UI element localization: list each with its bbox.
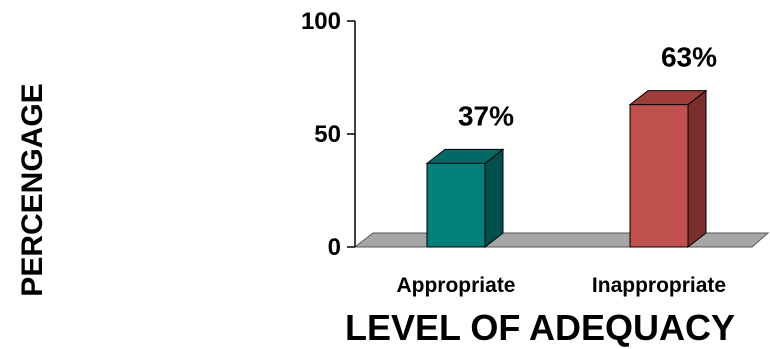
category-label: Appropriate bbox=[396, 274, 515, 297]
data-label: 63% bbox=[661, 42, 717, 73]
bar-appropriate bbox=[425, 148, 505, 249]
y-tick-label: 0 bbox=[328, 234, 341, 261]
y-ticks: 0 50 100 bbox=[301, 8, 355, 261]
y-axis-title: PERCENGAGE bbox=[16, 83, 49, 296]
bar-front-face bbox=[426, 162, 486, 248]
category-labels: Appropriate Inappropriate bbox=[396, 274, 726, 297]
data-labels: 37% 63% bbox=[458, 42, 717, 132]
y-tick-label: 100 bbox=[301, 8, 341, 35]
data-label: 37% bbox=[458, 100, 514, 131]
y-tick-label: 50 bbox=[314, 121, 341, 148]
x-axis-title: LEVEL OF ADEQUACY bbox=[345, 307, 735, 348]
bar-side-face bbox=[687, 89, 707, 249]
floor-group bbox=[353, 232, 770, 248]
bar-inappropriate bbox=[628, 89, 708, 249]
bar-side-face bbox=[484, 148, 504, 249]
category-label: Inappropriate bbox=[592, 274, 726, 297]
bars bbox=[425, 89, 708, 249]
bar-front-face bbox=[629, 104, 689, 248]
chart-floor bbox=[353, 232, 770, 248]
